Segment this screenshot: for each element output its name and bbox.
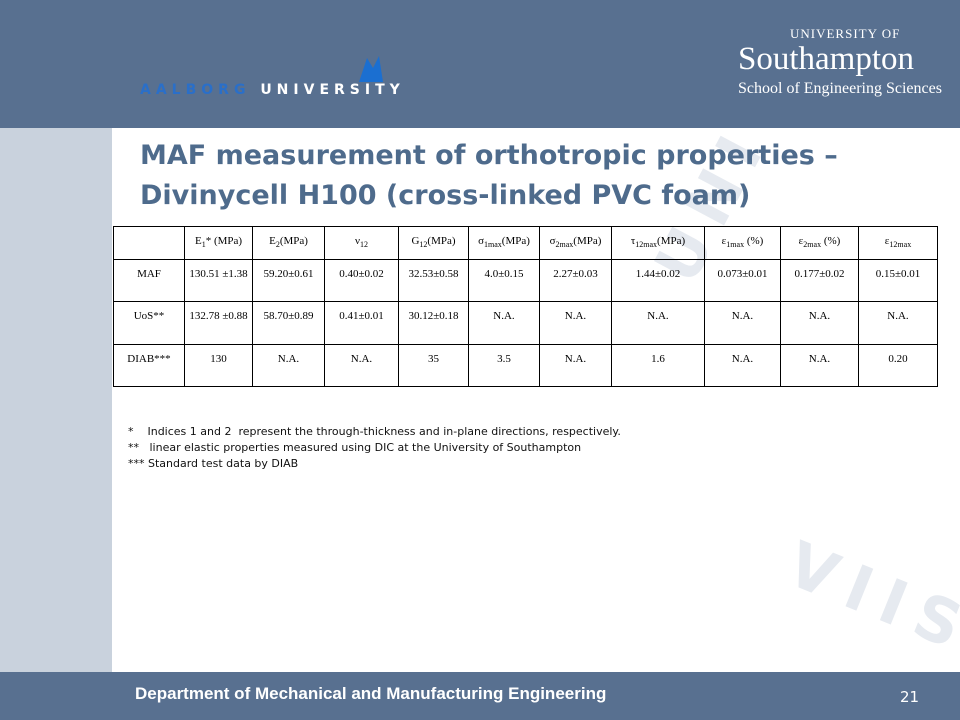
header-symbol: τ — [630, 235, 636, 247]
table-cell: 2.27±0.03 — [539, 259, 612, 303]
table-cell: N.A. — [611, 301, 705, 346]
table-cell: N.A. — [858, 301, 938, 346]
southampton-logo: UNIVERSITY OF Southampton School of Engi… — [738, 26, 942, 98]
table-cell: 0.20 — [858, 344, 938, 388]
header-cell: ε2max (%) — [780, 225, 859, 261]
footnotes: * Indices 1 and 2 represent the through-… — [128, 424, 621, 472]
header-subscript: 12max — [635, 240, 658, 250]
table-cell: 35 — [398, 344, 469, 388]
header-symbol: ε — [721, 235, 727, 247]
header-unit: (MPa) — [573, 235, 602, 247]
table-cell: 0.177±0.02 — [780, 259, 859, 303]
data-table: E1* (MPa) E2(MPa) ν12 G12(MPa) σ1max(MPa) σ2m… — [113, 225, 938, 388]
header-symbol: ν — [355, 235, 360, 247]
header-symbol: E — [194, 235, 202, 247]
table-cell: 59.20±0.61 — [252, 259, 325, 303]
footnote: ** linear elastic properties measured us… — [128, 441, 582, 454]
header-subscript: 12max — [889, 240, 912, 250]
header-band: AALBORG UNIVERSITY UNIVERSITY OF Southam… — [0, 0, 960, 128]
header-subscript: 1max — [484, 240, 502, 250]
table-cell: N.A. — [780, 344, 859, 388]
header-row: E1* (MPa) E2(MPa) ν12 G12(MPa) σ1max(MPa) σ2m… — [113, 225, 938, 261]
footer-text: Department of Mechanical and Manufacturi… — [135, 684, 607, 703]
table-row: MAF 130.51 ±1.38 59.20±0.61 0.40±0.02 32.53±… — [113, 259, 938, 303]
header-cell: σ2max(MPa) — [539, 225, 612, 261]
aalborg-logo: AALBORG UNIVERSITY — [140, 82, 405, 98]
table-cell: N.A. — [539, 301, 612, 346]
header-cell: ν12 — [324, 225, 399, 261]
footer-band — [0, 672, 960, 720]
header-unit: (MPa) — [657, 235, 686, 247]
header-cell — [113, 225, 185, 261]
table-cell: 132.78 ±0.88 — [184, 301, 253, 346]
header-unit: (%) — [821, 235, 841, 247]
table-cell: 30.12±0.18 — [398, 301, 469, 346]
header-cell: ε1max (%) — [704, 225, 781, 261]
header-cell: τ12max(MPa) — [611, 225, 705, 261]
header-subscript: 1max — [726, 240, 745, 250]
table-cell: N.A. — [252, 344, 325, 388]
header-symbol: E — [269, 235, 276, 247]
header-unit: * (MPa) — [205, 235, 243, 247]
header-cell: ε12max — [858, 225, 938, 261]
header-unit: (MPa) — [501, 235, 530, 247]
table-cell: N.A. — [704, 301, 781, 346]
header-unit: (MPa) — [427, 235, 456, 247]
table-cell: N.A. — [468, 301, 540, 346]
title: MAF measurement of orthotropic propertie… — [140, 136, 838, 216]
header-unit: (%) — [744, 235, 764, 247]
header-subscript: 2max — [803, 240, 822, 250]
table-cell: 130 — [184, 344, 253, 388]
header-subscript: 1 — [201, 240, 206, 250]
logo-text: AALBORG — [140, 82, 251, 98]
header-subscript: 2 — [275, 240, 280, 250]
aalborg-emblem — [359, 56, 383, 82]
header-symbol: ε — [798, 235, 804, 247]
table-cell: N.A. — [539, 344, 612, 388]
table-cell: 4.0±0.15 — [468, 259, 540, 303]
table-cell: N.A. — [704, 344, 781, 388]
table-cell: 0.41±0.01 — [324, 301, 399, 346]
header-subscript: 2max — [555, 240, 574, 250]
logo-text: Southampton — [738, 41, 915, 77]
header-cell: E1* (MPa) — [184, 225, 253, 261]
header-symbol: σ — [549, 235, 556, 247]
header-symbol: G — [411, 235, 420, 247]
page-number: 21 — [900, 688, 920, 706]
table-row: UoS** 132.78 ±0.88 58.70±0.89 0.41±0.01 30.1… — [113, 301, 938, 346]
title-line: Divinycell H100 (cross-linked PVC foam) — [140, 180, 751, 211]
table-row: DIAB*** 130 N.A. N.A. 35 3.5 N.A. 1.6 N.A. N.A. 0.… — [113, 344, 938, 388]
title-line: MAF measurement of orthotropic propertie… — [140, 140, 838, 171]
logo-text: UNIVERSITY OF — [790, 26, 901, 41]
table-cell: N.A. — [780, 301, 859, 346]
table-cell: 58.70±0.89 — [252, 301, 325, 346]
logo-text: School of Engineering Sciences — [738, 80, 942, 97]
logo-text: UNIVERSITY — [260, 82, 405, 98]
header-subscript: 12 — [359, 240, 368, 250]
header-symbol: ε — [884, 235, 890, 247]
table-cell: 32.53±0.58 — [398, 259, 469, 303]
footnote: * Indices 1 and 2 represent the through-… — [128, 425, 621, 438]
table-cell: 1.6 — [611, 344, 705, 388]
header-subscript: 12 — [419, 240, 428, 250]
row-label: MAF — [113, 259, 185, 303]
header-cell: σ1max(MPa) — [468, 225, 540, 261]
table-cell: N.A. — [324, 344, 399, 388]
table-cell: 130.51 ±1.38 — [184, 259, 253, 303]
row-label: DIAB*** — [113, 344, 185, 388]
header-cell: E2(MPa) — [252, 225, 325, 261]
footnote: *** Standard test data by DIAB — [128, 457, 299, 470]
table-cell: 0.40±0.02 — [324, 259, 399, 303]
header-symbol: σ — [478, 235, 485, 247]
header-unit: (MPa) — [279, 235, 308, 247]
table-cell: 3.5 — [468, 344, 540, 388]
table-cell: 1.44±0.02 — [611, 259, 705, 303]
row-label: UoS** — [113, 301, 185, 346]
table-cell: 0.15±0.01 — [858, 259, 938, 303]
table-cell: 0.073±0.01 — [704, 259, 781, 303]
header-cell: G12(MPa) — [398, 225, 469, 261]
